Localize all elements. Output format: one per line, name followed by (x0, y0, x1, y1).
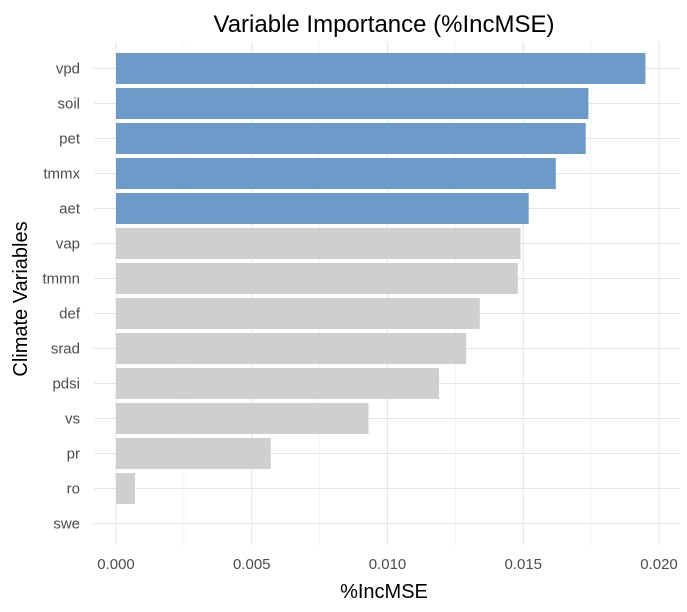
bar-vap (116, 228, 521, 259)
y-tick-labels: vpd soil pet tmmx aet vap tmmn def srad pdsi vs pr r… (43, 61, 81, 533)
y-tick-label: tmmx (43, 166, 80, 183)
y-axis-title: Climate Variables (10, 221, 32, 376)
y-tick-label: vs (65, 411, 80, 428)
bar-aet (116, 193, 529, 224)
y-tick-label: vap (56, 236, 80, 253)
x-tick-label: 0.005 (233, 556, 271, 573)
y-tick-label: def (59, 306, 81, 323)
bar-def (116, 298, 480, 329)
bars (116, 53, 646, 504)
x-tick-labels: 0.000 0.005 0.010 0.015 0.020 (97, 556, 678, 573)
y-tick-label: vpd (56, 61, 80, 78)
y-tick-label: pet (59, 131, 81, 148)
bar-pdsi (116, 368, 440, 399)
y-tick-label: srad (51, 341, 80, 358)
chart-title: Variable Importance (%IncMSE) (213, 11, 554, 38)
x-axis-title: %IncMSE (340, 581, 428, 603)
bar-pet (116, 123, 586, 154)
y-tick-label: pdsi (52, 376, 80, 393)
x-tick-label: 0.010 (369, 556, 407, 573)
bar-vpd (116, 53, 646, 84)
bar-tmmn (116, 263, 518, 294)
x-tick-label: 0.000 (97, 556, 135, 573)
y-tick-label: pr (67, 446, 80, 463)
bar-ro (116, 473, 136, 504)
y-tick-label: soil (57, 96, 80, 113)
y-tick-label: aet (59, 201, 81, 218)
bar-tmmx (116, 158, 556, 189)
bar-vs (116, 403, 369, 434)
x-tick-label: 0.015 (504, 556, 542, 573)
y-tick-label: tmmn (43, 271, 81, 288)
bar-srad (116, 333, 467, 364)
bar-pr (116, 438, 271, 469)
y-tick-label: swe (53, 516, 80, 533)
x-tick-label: 0.020 (640, 556, 678, 573)
y-tick-label: ro (67, 481, 80, 498)
bar-soil (116, 88, 589, 119)
